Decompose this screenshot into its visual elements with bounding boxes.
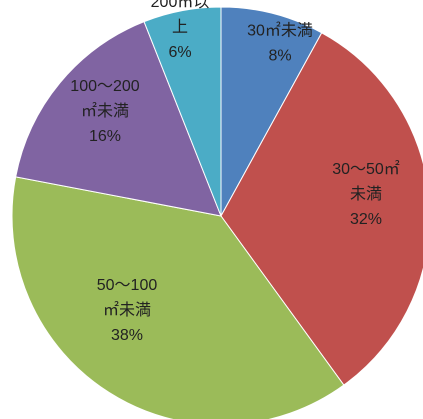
slice-category-label: 未満 (350, 185, 382, 203)
slice-category-label: 上 (172, 18, 188, 36)
slice-category-label: 30㎡未満 (247, 22, 313, 40)
slice-category-label: 100～200 (70, 78, 139, 95)
pie-slice-0 (220, 6, 323, 217)
pie-slices (11, 6, 423, 419)
slice-percent-label: 32% (350, 211, 382, 228)
pie-slice-label-3: 100～200 ㎡未満 16% (70, 78, 139, 145)
pie-labels: 30㎡未満 8% 30～50㎡未満 32% 50～100 ㎡未満 38% 100～200 ㎡未満… (70, 0, 400, 344)
pie-slice-4 (143, 6, 222, 217)
slice-category-label: 200㎡以 (151, 0, 210, 11)
pie-slice-2 (11, 176, 345, 419)
slice-percent-label: 8% (268, 48, 291, 65)
pie-slice-label-2: 50～100 ㎡未満 38% (97, 277, 158, 344)
pie-slice-label-4: 200㎡以上 6% (151, 0, 210, 61)
pie-slice-label-1: 30～50㎡未満 32% (332, 160, 400, 228)
slice-percent-label: 38% (111, 327, 143, 344)
slice-percent-label: 6% (168, 44, 191, 61)
slice-percent-label: 16% (89, 128, 121, 145)
slice-category-label: ㎡未満 (81, 102, 129, 120)
pie-slice-1 (220, 32, 423, 386)
pie-slice-label-0: 30㎡未満 8% (247, 22, 313, 65)
pie-slice-3 (15, 21, 222, 217)
slice-category-label: 50～100 (97, 277, 158, 294)
slice-category-label: ㎡未満 (103, 301, 151, 319)
slice-category-label: 30～50㎡ (332, 160, 400, 178)
